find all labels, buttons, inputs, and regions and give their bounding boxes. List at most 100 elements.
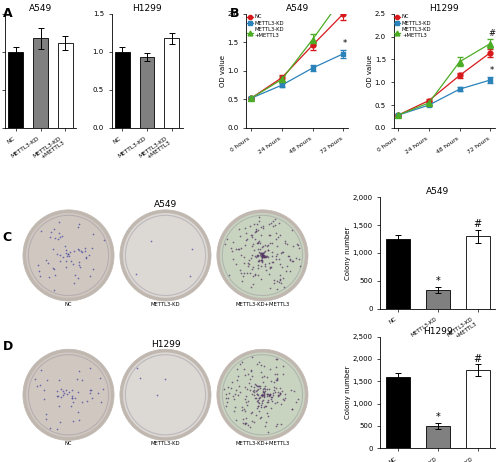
- Point: [64, 253, 72, 260]
- Point: [276, 271, 284, 279]
- Point: [250, 386, 258, 393]
- Circle shape: [220, 353, 305, 437]
- Point: [254, 396, 262, 404]
- Point: [272, 255, 280, 262]
- Bar: [466, 236, 490, 309]
- Point: [285, 253, 293, 260]
- Point: [264, 412, 272, 419]
- Point: [258, 251, 266, 258]
- Point: [78, 398, 86, 405]
- Point: [242, 236, 250, 243]
- Point: [258, 249, 266, 257]
- Point: [264, 254, 272, 261]
- Point: [258, 257, 266, 264]
- Point: [260, 385, 268, 392]
- Point: [260, 389, 268, 396]
- Point: [62, 257, 70, 265]
- Point: [265, 391, 273, 398]
- Point: [251, 394, 259, 401]
- Point: [272, 377, 280, 384]
- Text: METTL3-KD: METTL3-KD: [150, 302, 180, 307]
- Point: [255, 248, 263, 255]
- Point: [258, 258, 266, 266]
- Point: [267, 404, 275, 412]
- Point: [66, 389, 74, 396]
- Text: #: #: [474, 353, 482, 364]
- Point: [57, 385, 65, 393]
- Point: [267, 395, 275, 402]
- Point: [295, 255, 303, 262]
- Point: [68, 398, 76, 405]
- Point: [292, 254, 300, 261]
- Point: [260, 394, 268, 401]
- Point: [86, 365, 94, 372]
- Point: [259, 378, 267, 385]
- Point: [250, 389, 258, 396]
- Point: [264, 396, 272, 404]
- Point: [254, 398, 262, 405]
- Point: [280, 284, 288, 291]
- Point: [264, 392, 272, 400]
- Point: [62, 243, 70, 250]
- Point: [72, 271, 80, 278]
- Point: [254, 385, 262, 393]
- Point: [258, 252, 266, 259]
- Point: [72, 376, 80, 383]
- Point: [260, 391, 268, 399]
- Text: METTL3-KD: METTL3-KD: [150, 441, 180, 446]
- Point: [34, 382, 42, 389]
- Point: [269, 258, 277, 266]
- Point: [274, 398, 281, 406]
- Point: [40, 386, 48, 394]
- Point: [280, 362, 287, 370]
- Point: [264, 386, 272, 393]
- Point: [281, 239, 289, 246]
- Point: [252, 235, 260, 243]
- Point: [258, 256, 266, 264]
- Point: [258, 243, 266, 250]
- Point: [245, 380, 253, 387]
- Point: [238, 403, 246, 410]
- Point: [257, 391, 265, 399]
- Point: [266, 285, 274, 292]
- Point: [260, 252, 268, 260]
- Point: [253, 386, 261, 394]
- Point: [62, 246, 70, 253]
- Text: NC: NC: [65, 441, 72, 446]
- Point: [55, 376, 63, 383]
- Legend: NC, METTL3-KD, METTL3-KD
+METTL3: NC, METTL3-KD, METTL3-KD +METTL3: [394, 14, 432, 38]
- Point: [272, 355, 280, 362]
- Point: [268, 223, 276, 230]
- Point: [77, 248, 85, 255]
- Point: [34, 261, 42, 268]
- Point: [70, 395, 78, 402]
- Point: [270, 386, 278, 394]
- Text: B: B: [230, 7, 239, 20]
- Point: [242, 392, 250, 400]
- Point: [53, 388, 61, 395]
- Text: METTL3-KD+METTL3: METTL3-KD+METTL3: [236, 441, 290, 446]
- Point: [74, 274, 82, 281]
- Point: [260, 392, 268, 400]
- Point: [238, 358, 246, 365]
- Point: [68, 394, 76, 401]
- Point: [247, 409, 255, 417]
- Point: [230, 392, 237, 400]
- Point: [272, 277, 280, 285]
- Point: [247, 382, 255, 389]
- Point: [248, 354, 256, 361]
- Point: [266, 392, 274, 399]
- Point: [286, 255, 294, 263]
- Point: [275, 278, 283, 285]
- Point: [96, 375, 104, 382]
- Point: [50, 225, 58, 232]
- Point: [260, 253, 268, 261]
- Point: [244, 397, 252, 405]
- Point: [260, 253, 268, 260]
- Point: [66, 249, 74, 256]
- Point: [254, 226, 262, 234]
- Point: [68, 394, 76, 401]
- Legend: NC, METTL3-KD, METTL3-KD
+METTL3: NC, METTL3-KD, METTL3-KD +METTL3: [247, 14, 284, 38]
- Point: [54, 393, 62, 400]
- Point: [50, 271, 58, 278]
